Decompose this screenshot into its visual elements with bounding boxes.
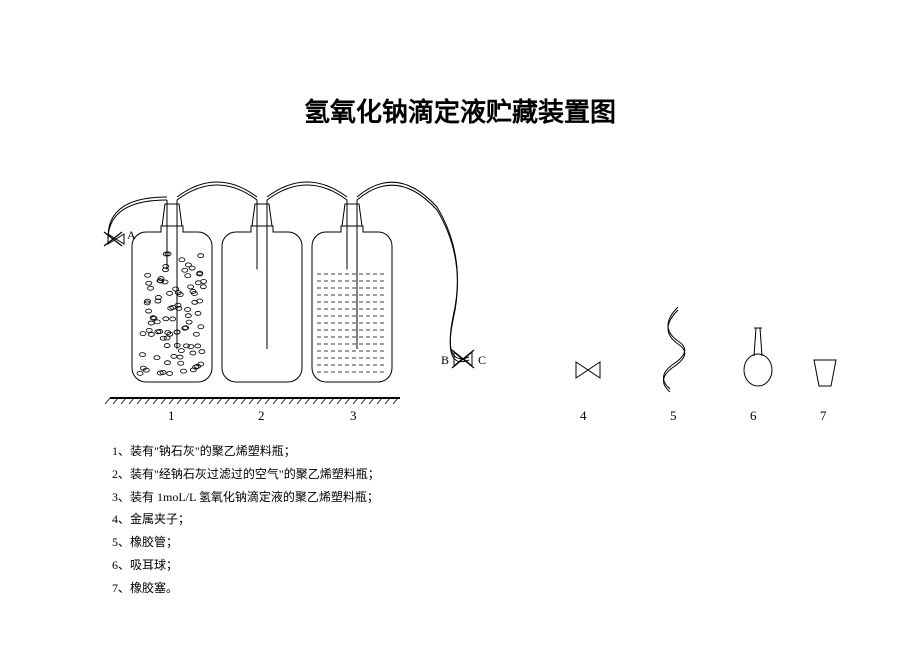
legend-item: 2、装有"经钠石灰过滤过的空气"的聚乙烯塑料瓶； bbox=[112, 463, 380, 486]
apparatus-diagram bbox=[0, 0, 920, 430]
legend: 1、装有"钠石灰"的聚乙烯塑料瓶；2、装有"经钠石灰过滤过的空气"的聚乙烯塑料瓶… bbox=[112, 440, 380, 600]
legend-item: 5、橡胶管； bbox=[112, 531, 380, 554]
number-label: 1 bbox=[168, 408, 175, 424]
number-label: 3 bbox=[350, 408, 357, 424]
number-label: 6 bbox=[750, 408, 757, 424]
legend-item: 3、装有 1moL/L 氢氧化钠滴定液的聚乙烯塑料瓶； bbox=[112, 486, 380, 509]
number-label: 7 bbox=[820, 408, 827, 424]
label-a: A bbox=[127, 228, 136, 243]
legend-item: 1、装有"钠石灰"的聚乙烯塑料瓶； bbox=[112, 440, 380, 463]
label-b: B bbox=[441, 353, 449, 368]
number-label: 4 bbox=[580, 408, 587, 424]
number-label: 5 bbox=[670, 408, 677, 424]
legend-item: 6、吸耳球； bbox=[112, 554, 380, 577]
number-label: 2 bbox=[258, 408, 265, 424]
label-c: C bbox=[478, 353, 486, 368]
legend-item: 7、橡胶塞。 bbox=[112, 577, 380, 600]
legend-item: 4、金属夹子； bbox=[112, 508, 380, 531]
